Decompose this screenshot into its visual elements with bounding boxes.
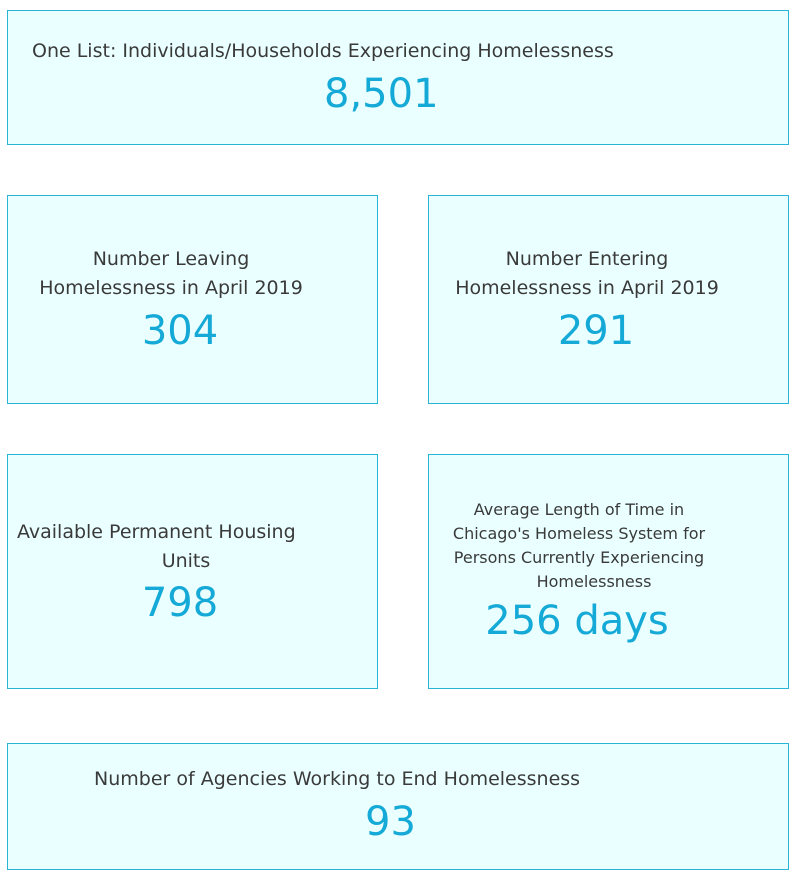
leaving-card: Number Leaving Homelessness in April 201… (7, 195, 378, 404)
entering-value: 291 (557, 308, 635, 354)
permanent-housing-label-line1: Available Permanent Housing (17, 521, 296, 543)
one-list-label: One List: Individuals/Households Experie… (32, 40, 614, 62)
entering-label-line1: Number Entering (505, 248, 669, 270)
avg-length-value: 256 days (485, 598, 669, 644)
agencies-card: Number of Agencies Working to End Homele… (7, 743, 789, 870)
entering-label-line2: Homelessness in April 2019 (455, 277, 719, 299)
avg-length-label-line2: Chicago's Homeless System for (452, 524, 706, 543)
agencies-label: Number of Agencies Working to End Homele… (94, 768, 581, 790)
leaving-label-line2: Homelessness in April 2019 (39, 277, 303, 299)
avg-length-label-line3: Persons Currently Experiencing (453, 548, 705, 567)
leaving-value: 304 (141, 308, 219, 354)
avg-length-label-line1: Average Length of Time in (473, 500, 685, 519)
one-list-value: 8,501 (324, 71, 439, 117)
leaving-label-line1: Number Leaving (92, 248, 250, 270)
one-list-card: One List: Individuals/Households Experie… (7, 10, 789, 145)
permanent-housing-card: Available Permanent Housing Units 798 (7, 454, 378, 689)
agencies-value: 93 (365, 799, 416, 845)
avg-length-card: Average Length of Time in Chicago's Home… (428, 454, 789, 689)
permanent-housing-label-line2: Units (161, 550, 211, 572)
avg-length-label-line4: Homelessness (536, 572, 652, 591)
permanent-housing-value: 798 (141, 580, 219, 626)
entering-card: Number Entering Homelessness in April 20… (428, 195, 789, 404)
